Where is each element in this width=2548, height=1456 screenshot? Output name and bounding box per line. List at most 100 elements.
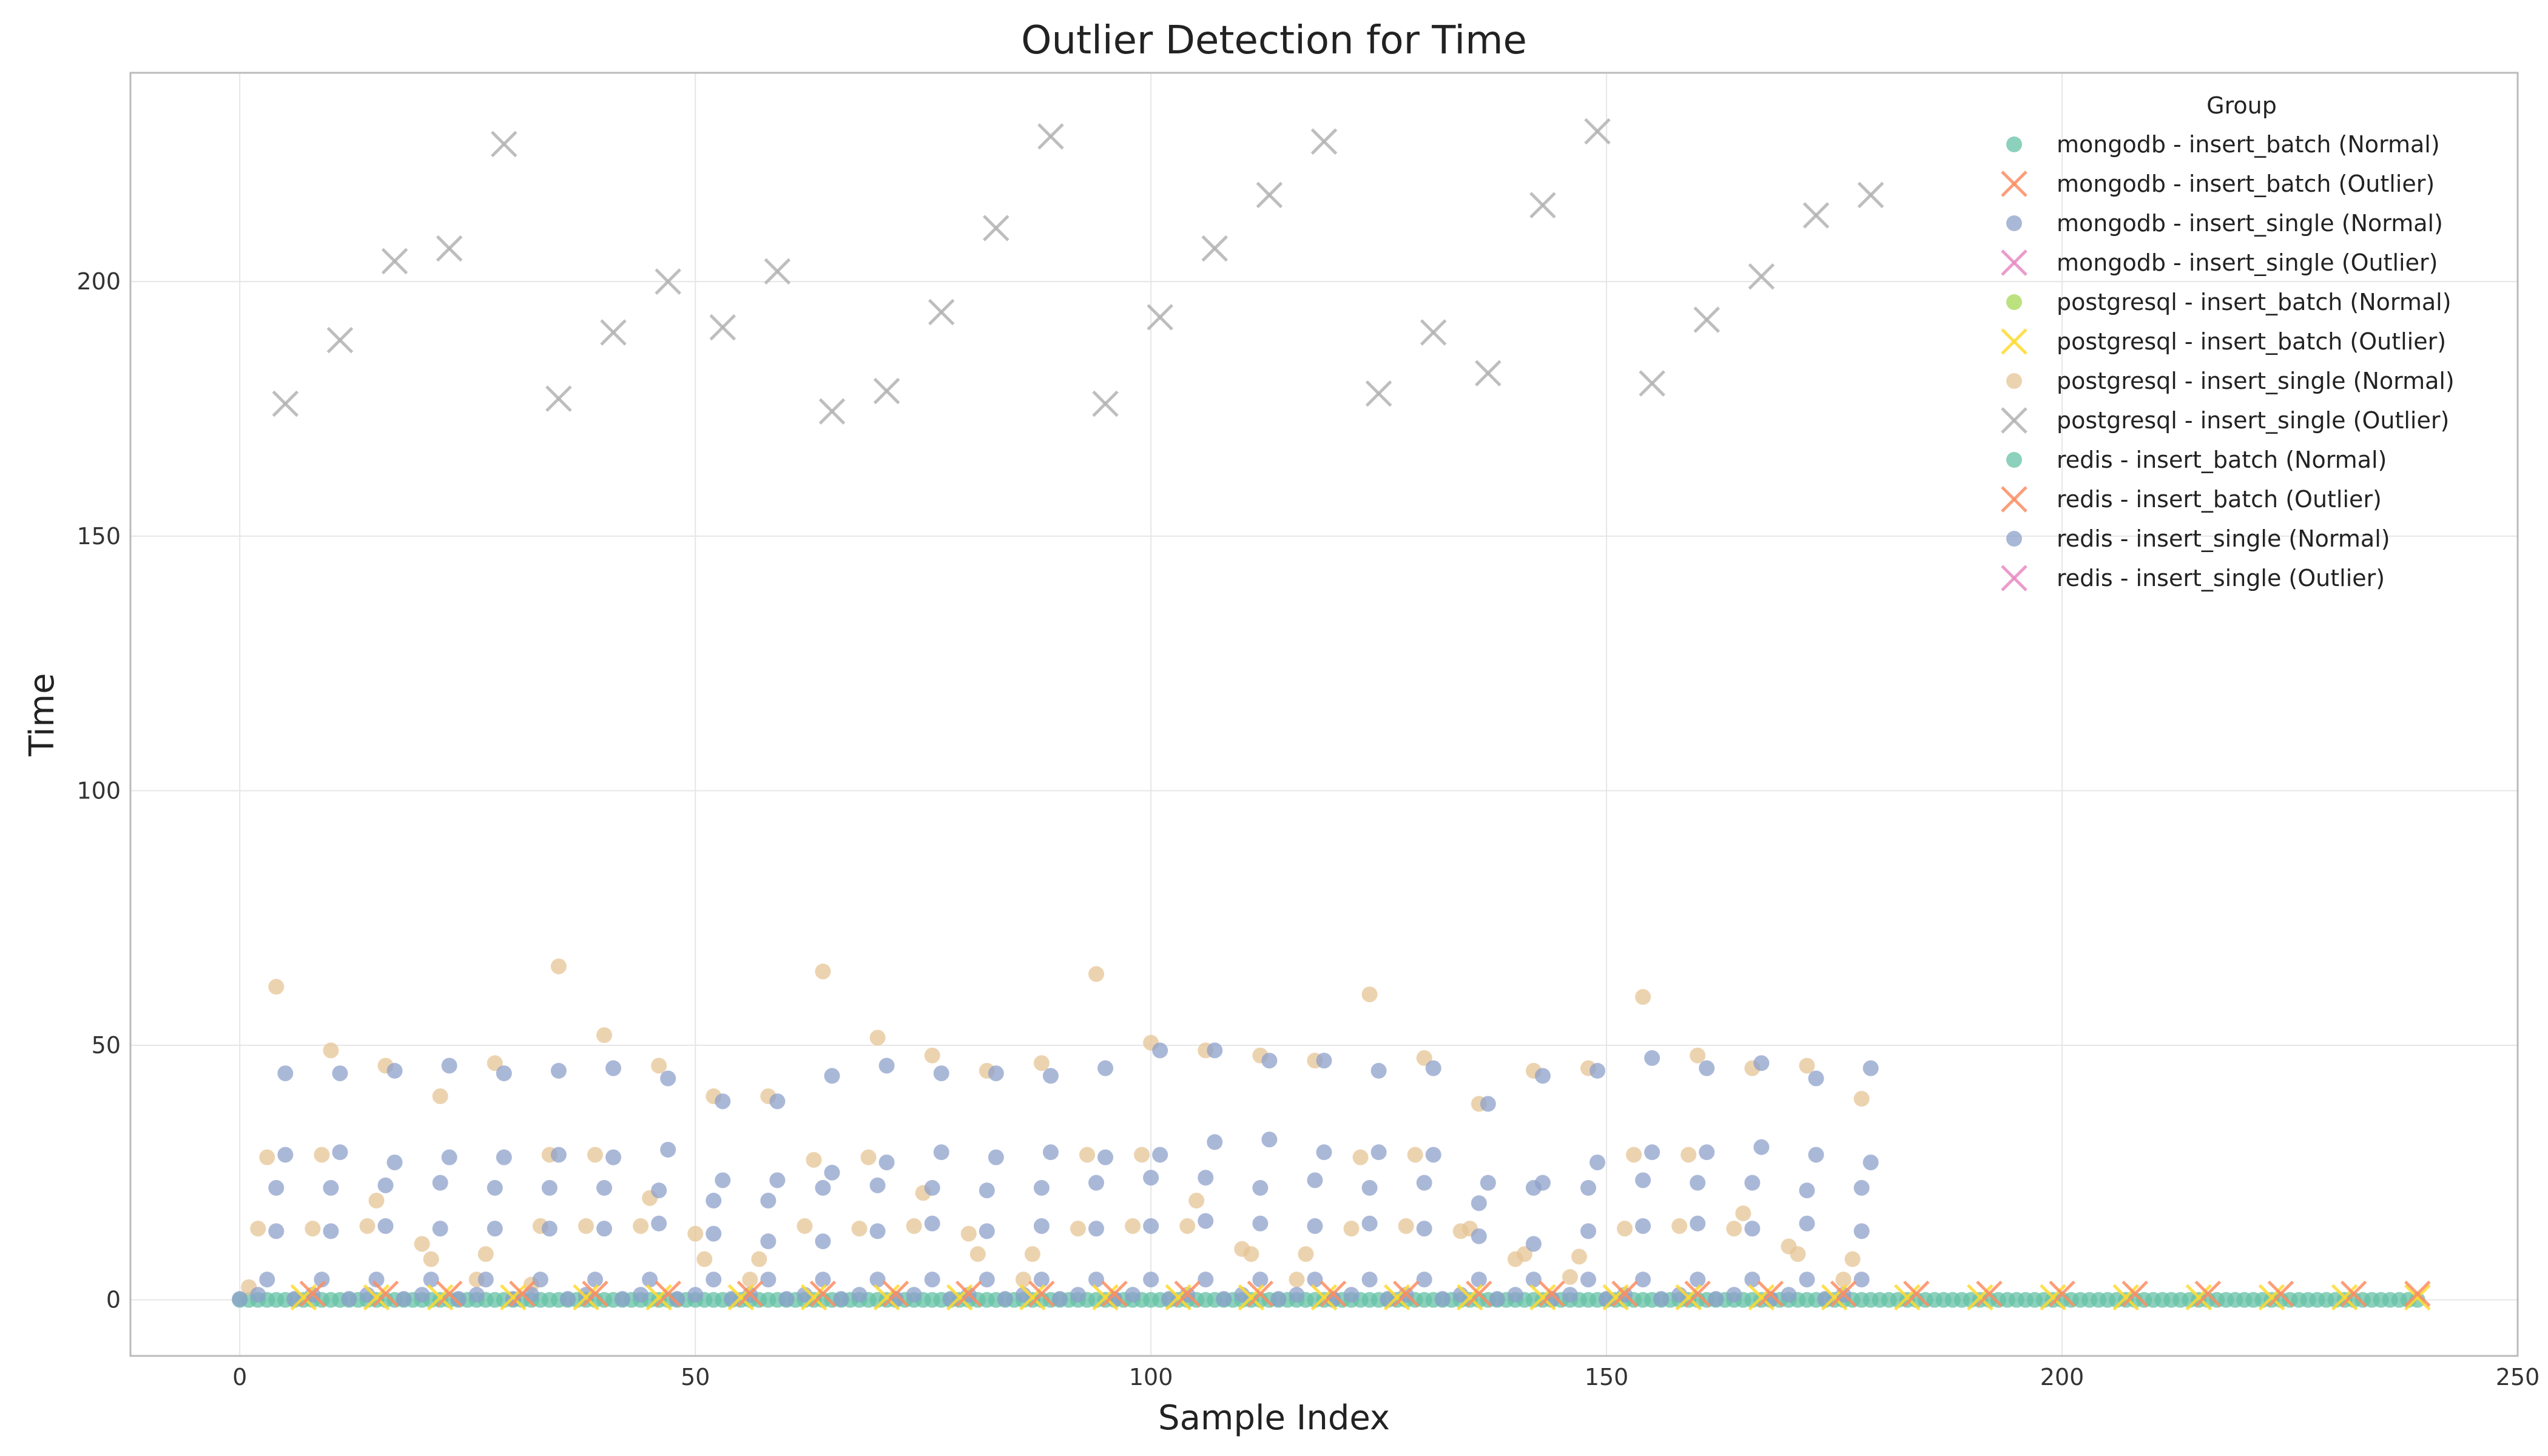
- data-point: [1690, 1047, 1706, 1063]
- data-point: [232, 1291, 248, 1307]
- outlier-marker: [1310, 1284, 1338, 1311]
- data-point: [651, 1215, 667, 1232]
- data-point: [1635, 989, 1651, 1005]
- data-point: [1835, 1272, 1852, 1288]
- data-point: [1252, 1180, 1269, 1196]
- data-point: [1480, 1175, 1496, 1191]
- data-point: [1562, 1287, 1579, 1303]
- data-point: [696, 1251, 713, 1267]
- legend-marker: [2001, 249, 2027, 276]
- y-tick-label: 150: [76, 523, 121, 550]
- data-point: [1361, 1180, 1378, 1196]
- outlier-marker: [1365, 380, 1392, 407]
- data-point: [496, 1065, 512, 1082]
- data-point: [1862, 1060, 1879, 1076]
- data-point: [751, 1251, 767, 1267]
- outlier-marker: [1903, 1280, 1930, 1307]
- outlier-marker: [1238, 1284, 1265, 1311]
- data-point: [1534, 1068, 1551, 1084]
- legend-entry-label: mongodb - insert_batch (Outlier): [2057, 170, 2435, 197]
- x-tick-label: 50: [681, 1364, 710, 1390]
- outlier-marker: [272, 390, 299, 417]
- legend-marker: [2001, 407, 2027, 434]
- data-point: [869, 1223, 886, 1239]
- data-point: [1307, 1172, 1323, 1188]
- data-point: [1033, 1180, 1050, 1196]
- data-point: [477, 1272, 494, 1288]
- outlier-marker: [1310, 128, 1338, 155]
- data-point: [1261, 1053, 1278, 1069]
- data-point: [1644, 1144, 1660, 1161]
- data-point: [988, 1149, 1004, 1165]
- data-point: [997, 1291, 1013, 1307]
- data-point: [1589, 1154, 1606, 1171]
- data-point: [1088, 966, 1105, 982]
- data-point: [1626, 1147, 1642, 1163]
- x-tick-label: 100: [1129, 1364, 1173, 1390]
- data-point: [414, 1287, 430, 1303]
- data-point: [706, 1225, 722, 1242]
- data-point: [1361, 1272, 1378, 1288]
- y-tick-label: 200: [76, 268, 121, 295]
- legend-title: Group: [2206, 92, 2277, 119]
- outlier-marker: [1092, 1284, 1119, 1311]
- data-point: [869, 1177, 886, 1193]
- data-point: [368, 1193, 385, 1209]
- outlier-marker: [1320, 1280, 1347, 1307]
- data-point: [314, 1272, 330, 1288]
- data-point: [633, 1287, 649, 1303]
- outlier-marker: [1693, 306, 1721, 333]
- legend-entry-label: postgresql - insert_batch (Normal): [2057, 289, 2452, 315]
- data-point: [815, 963, 831, 980]
- legend-marker: [2006, 136, 2022, 152]
- data-point: [1307, 1218, 1323, 1234]
- outlier-marker: [1457, 1284, 1483, 1311]
- data-point: [769, 1093, 786, 1110]
- data-point: [1790, 1246, 1806, 1262]
- legend-marker: [2001, 328, 2027, 355]
- data-point: [414, 1236, 430, 1252]
- data-point: [341, 1291, 357, 1307]
- data-point: [277, 1147, 294, 1163]
- legend-marker: [2006, 294, 2022, 310]
- data-point: [323, 1180, 339, 1196]
- data-point: [1753, 1055, 1770, 1071]
- data-point: [487, 1180, 503, 1196]
- outlier-marker: [1684, 1280, 1711, 1307]
- outlier-marker: [818, 398, 846, 425]
- data-point: [1088, 1175, 1105, 1191]
- data-point: [1097, 1060, 1114, 1076]
- data-point: [906, 1287, 922, 1303]
- outlier-marker: [727, 1284, 755, 1311]
- data-point: [924, 1180, 940, 1196]
- data-point: [615, 1291, 631, 1307]
- data-point: [687, 1287, 704, 1303]
- data-point: [1152, 1042, 1168, 1059]
- data-point: [642, 1272, 658, 1288]
- data-point: [396, 1291, 412, 1307]
- data-point: [815, 1233, 831, 1250]
- data-point: [1416, 1272, 1432, 1288]
- data-point: [860, 1149, 877, 1165]
- data-point: [532, 1272, 548, 1288]
- outlier-marker: [436, 235, 463, 262]
- outlier-marker: [764, 258, 791, 285]
- data-point: [1562, 1269, 1579, 1285]
- data-point: [1516, 1246, 1532, 1262]
- data-point: [1853, 1272, 1870, 1288]
- data-point: [541, 1180, 558, 1196]
- outlier-marker: [2040, 1284, 2066, 1311]
- data-point: [1088, 1272, 1105, 1288]
- data-point: [323, 1042, 339, 1059]
- data-point: [1735, 1205, 1751, 1221]
- data-point: [1653, 1291, 1670, 1307]
- data-point: [869, 1272, 886, 1288]
- data-point: [760, 1193, 777, 1209]
- data-point: [1471, 1228, 1487, 1244]
- data-point: [259, 1272, 275, 1288]
- outlier-marker: [873, 1284, 900, 1311]
- outlier-marker: [1967, 1284, 1994, 1311]
- outlier-marker: [1028, 1280, 1055, 1307]
- outlier-marker: [2049, 1280, 2075, 1307]
- data-point: [933, 1065, 949, 1082]
